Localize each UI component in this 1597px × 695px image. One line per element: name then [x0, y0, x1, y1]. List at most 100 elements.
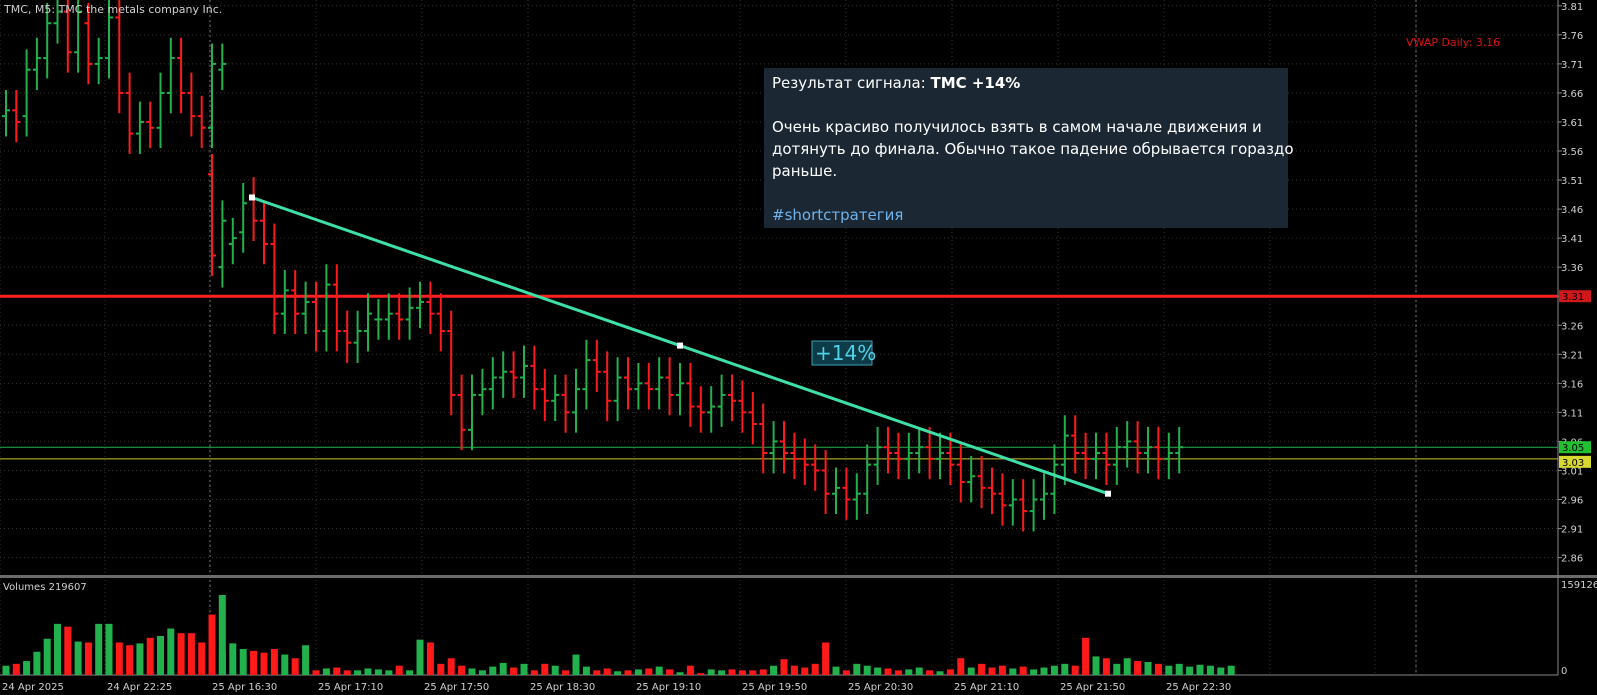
price-tick-label: 2.96	[1561, 495, 1583, 506]
volume-bar	[1227, 665, 1235, 675]
volume-bar	[1113, 663, 1121, 675]
volume-bar	[718, 670, 726, 675]
volume-bar	[84, 642, 92, 675]
volume-bar	[770, 665, 778, 675]
volume-bar	[582, 666, 590, 675]
volume-bar	[468, 668, 476, 675]
yellow-level-price-tag-bg	[1559, 455, 1591, 468]
profit-label-box	[811, 340, 873, 366]
volume-bar	[1102, 658, 1110, 675]
volume-bar	[270, 648, 278, 675]
volume-bar	[74, 641, 82, 675]
volume-bar	[115, 642, 123, 675]
volume-bar	[510, 667, 518, 675]
hashtag-link[interactable]: #shortстратегия	[772, 206, 904, 224]
volume-bar	[43, 638, 51, 675]
time-tick-label: 24 Apr 2025	[2, 682, 64, 693]
volume-bar	[447, 658, 455, 675]
volume-bar	[157, 635, 164, 675]
volume-bar	[530, 670, 538, 675]
time-tick-label: 25 Apr 17:10	[318, 682, 383, 693]
volume-bar	[406, 670, 414, 675]
volume-bar	[312, 670, 320, 675]
volume-bar	[437, 663, 445, 675]
volume-bar	[614, 671, 622, 675]
volume-bar	[593, 670, 601, 675]
signal-result-card: Результат сигнала: TMC +14% Очень красив…	[764, 68, 1294, 228]
volume-bar	[239, 648, 247, 675]
volume-bar	[853, 663, 861, 675]
volume-bar	[260, 652, 268, 675]
price-tick-label: 3.71	[1561, 60, 1583, 71]
green-level-price-tag: 3.05	[1562, 443, 1584, 454]
volume-bar	[1019, 666, 1027, 675]
vwap-daily-label: VWAP Daily: 3.16	[1406, 36, 1500, 49]
time-tick-label: 25 Apr 20:30	[848, 682, 913, 693]
resistance-price-tag-bg	[1559, 290, 1591, 303]
price-tick-label: 3.41	[1561, 234, 1583, 245]
signal-result-prefix: Результат сигнала:	[772, 74, 931, 92]
volume-bar	[302, 645, 310, 675]
volume-bar	[541, 663, 549, 675]
volume-bar	[105, 623, 113, 675]
volume-bar	[499, 662, 507, 675]
volume-bar	[395, 665, 403, 675]
volume-bar	[343, 670, 351, 675]
volume-bar	[759, 669, 767, 675]
price-tick-label: 3.51	[1561, 176, 1583, 187]
volume-bar	[281, 654, 289, 675]
time-tick-label: 25 Apr 19:50	[742, 682, 807, 693]
volume-bar	[790, 665, 798, 675]
yellow-level-price-tag: 3.03	[1562, 458, 1584, 469]
time-tick-label: 25 Apr 19:10	[636, 682, 701, 693]
volume-bar	[738, 670, 746, 675]
profit-label-text: +14%	[815, 341, 876, 365]
trend-line-start-handle	[249, 194, 255, 201]
volume-bar	[1154, 663, 1162, 675]
volume-bar	[291, 658, 299, 675]
volume-bar	[686, 665, 694, 675]
volume-bar	[333, 667, 341, 675]
price-tick-label: 2.91	[1561, 525, 1583, 536]
volume-bar	[749, 670, 757, 675]
volume-bar	[364, 668, 372, 675]
volume-bar	[978, 663, 986, 675]
pane-separator	[0, 575, 1597, 578]
volume-bar	[374, 669, 382, 675]
chart-symbol-title: TMC, M5: TMC the metals company Inc.	[3, 3, 222, 16]
volume-bar	[1061, 663, 1069, 675]
volume-bar	[676, 672, 684, 675]
volume-bar	[645, 668, 653, 675]
volume-bar	[1144, 661, 1152, 675]
volume-bar	[1175, 663, 1183, 675]
volume-bar	[187, 633, 195, 675]
volume-bar	[146, 637, 154, 675]
time-tick-label: 25 Apr 22:30	[1166, 682, 1231, 693]
volume-bar	[780, 659, 788, 675]
volume-bar	[1217, 667, 1225, 675]
volume-bar	[1196, 664, 1204, 675]
price-tick-label: 3.11	[1561, 408, 1583, 419]
volume-bar	[1030, 669, 1038, 675]
volume-max-label: 1591266	[1561, 580, 1597, 591]
volume-bar	[832, 666, 840, 675]
volume-bar	[198, 642, 206, 675]
price-tick-label: 2.86	[1561, 554, 1583, 565]
volume-bar	[655, 666, 663, 675]
volume-bar	[126, 645, 134, 675]
time-tick-label: 25 Apr 21:50	[1060, 682, 1125, 693]
signal-body-line1: Очень красиво получилось взять в самом н…	[772, 118, 1262, 136]
volume-bar	[874, 667, 882, 675]
volume-bar	[822, 642, 830, 675]
price-tick-label: 3.16	[1561, 379, 1583, 390]
volume-bar	[95, 623, 103, 675]
volume-bar	[915, 667, 923, 675]
volume-bar	[218, 595, 226, 675]
volume-bar	[1082, 637, 1090, 675]
volume-bar	[520, 663, 528, 675]
volume-bar	[1206, 665, 1214, 675]
price-tick-label: 3.56	[1561, 147, 1583, 158]
volume-bar	[967, 667, 975, 675]
volume-bar	[167, 628, 175, 675]
trend-line-mid-handle	[677, 342, 683, 349]
